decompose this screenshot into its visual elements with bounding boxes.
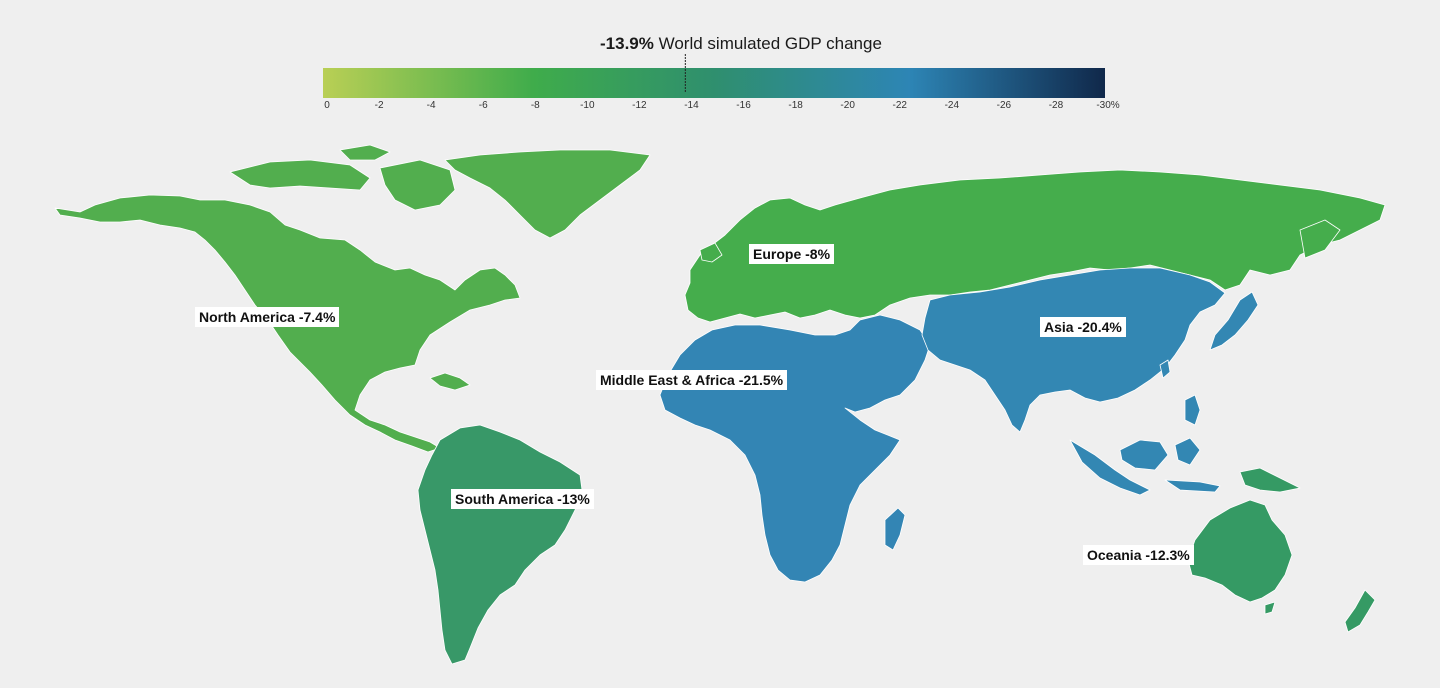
world-gdp-value: -13.9% xyxy=(600,34,654,53)
region-north-america xyxy=(54,144,651,453)
scale-tick-label: -14 xyxy=(684,100,699,111)
label-oceania: Oceania -12.3% xyxy=(1083,545,1194,565)
scale-tick-label: -24 xyxy=(944,100,960,111)
scale-tick-label: -6 xyxy=(478,100,488,111)
scale-tick-label: -10 xyxy=(580,100,595,111)
region-europe xyxy=(684,169,1386,323)
label-europe: Europe -8% xyxy=(749,244,835,264)
scale-tick-label: -18 xyxy=(788,100,803,111)
scale-tick-label: -4 xyxy=(426,100,436,111)
label-asia: Asia -20.4% xyxy=(1040,317,1126,337)
label-middle-east-africa: Middle East & Africa -21.5% xyxy=(596,370,788,390)
scale-tick-label: -12 xyxy=(632,100,647,111)
region-oceania xyxy=(1187,467,1376,633)
scale-tick-label: -16 xyxy=(736,100,751,111)
color-scale-bar xyxy=(323,68,1105,98)
scale-tick-label: -22 xyxy=(892,100,907,111)
scale-tick-label: -30% xyxy=(1096,100,1120,111)
scale-tick-label: -28 xyxy=(1048,100,1064,111)
scale-tick-label: -8 xyxy=(530,100,540,111)
world-gdp-headline: -13.9% World simulated GDP change xyxy=(600,34,1040,54)
label-north-america: North America -7.4% xyxy=(195,307,340,327)
region-middle-east-africa xyxy=(659,314,931,583)
scale-tick-label: 0 xyxy=(324,100,330,111)
scale-tick-label: -26 xyxy=(996,100,1012,111)
scale-tick-labels: 0 -2 -4 -6 -8 -10 -12 -14 -16 -18 -20 -22 -24 -26 -28 -… xyxy=(0,100,1440,116)
region-south-america xyxy=(417,424,583,665)
region-asia xyxy=(921,267,1259,496)
scale-tick-label: -2 xyxy=(374,100,384,111)
scale-tick-label: -20 xyxy=(840,100,855,111)
label-south-america: South America -13% xyxy=(451,489,594,509)
world-gdp-label: World simulated GDP change xyxy=(658,34,882,53)
